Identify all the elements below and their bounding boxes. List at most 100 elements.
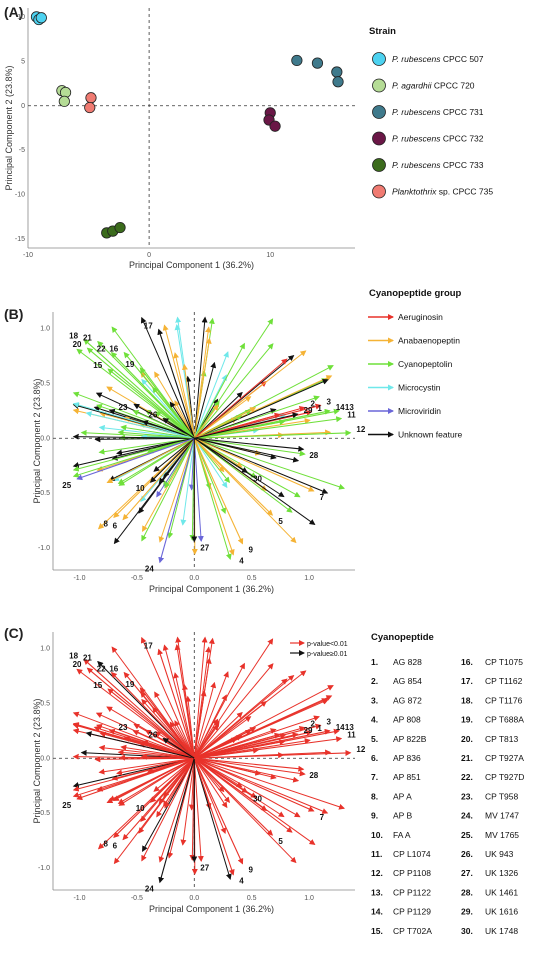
legend-number: 21. [461, 753, 473, 763]
legend-swatch [372, 105, 386, 119]
y-tick-label: -10 [15, 192, 25, 199]
loading-vector [194, 757, 329, 814]
loading-vector [117, 749, 195, 759]
vector-number-label: 26 [148, 730, 157, 739]
legend-name: CP T927A [485, 753, 524, 763]
legend-number: 10. [371, 830, 383, 840]
labeled-loading-vector [193, 758, 244, 865]
labeled-loading-vector [157, 648, 195, 759]
legend-number: 23. [461, 791, 473, 801]
loading-vector [194, 379, 329, 439]
loading-vector [194, 437, 306, 457]
loading-vector [117, 429, 195, 439]
significance-loading-biplot: 1.0 0.5 0.0 -0.5 -1.0 -1.0 -0.5 0.0 0.5 1.0 Princi… [32, 632, 524, 936]
loading-vector [194, 437, 300, 463]
loading-vector [193, 671, 229, 759]
labeled-loading-vector [132, 730, 195, 759]
labeled-loading-vector [193, 438, 235, 556]
loading-vector [141, 438, 195, 542]
loading-vector [194, 395, 320, 439]
loading-vector [98, 437, 195, 455]
loading-vector [193, 758, 232, 880]
labeled-loading-vector [110, 351, 195, 439]
vector-number-label: 1 [317, 724, 322, 733]
loading-vector [193, 404, 219, 439]
y-tick-label: 10 [17, 14, 25, 21]
loading-vector [72, 402, 195, 439]
loading-vector [181, 683, 195, 759]
legend-name: AP A [393, 791, 412, 801]
vector-number-label: 12 [356, 425, 365, 434]
legend-title: Strain [369, 26, 396, 37]
y-tick-label: 0.5 [40, 380, 50, 387]
vector-number-label: 17 [144, 322, 153, 331]
legend-name: AP 822B [393, 734, 427, 744]
x-axis-title: Principal Component 1 (36.2%) [149, 584, 274, 594]
legend-label: Anabaenopeptin [398, 336, 460, 346]
loading-vector [193, 358, 288, 439]
loading-vector [193, 438, 232, 560]
vector-number-label: 29 [304, 726, 313, 735]
vector-number-label: 10 [136, 484, 145, 493]
vector-number-label: 7 [320, 493, 325, 502]
loading-vector [158, 757, 195, 805]
vector-number-label: 17 [144, 642, 153, 651]
loading-vector [194, 437, 346, 490]
labeled-loading-vector [162, 417, 195, 439]
labeled-loading-vector [194, 757, 305, 772]
x-tick-label: 10 [266, 252, 274, 259]
loading-vector [181, 363, 195, 439]
loading-vector [72, 757, 195, 788]
labeled-loading-vector [194, 429, 352, 439]
labeled-loading-vector [122, 757, 195, 841]
loading-vector [158, 438, 195, 543]
legend-swatch [372, 52, 386, 66]
loading-vector [193, 678, 288, 759]
legend-label: P. rubescens CPCC 732 [392, 134, 484, 144]
labeled-loading-vector [194, 723, 322, 759]
legend-name: UK 1616 [485, 907, 518, 917]
vector-number-label: 16 [109, 345, 118, 354]
labeled-loading-vector [83, 658, 195, 759]
loading-vector [193, 437, 228, 489]
legend-number: 9. [371, 811, 378, 821]
legend-label: Planktothrix sp. CPCC 735 [392, 187, 493, 197]
y-tick-label: 0.5 [40, 700, 50, 707]
loading-vector [162, 644, 195, 759]
y-tick-label: -0.5 [38, 810, 50, 817]
loading-vector [193, 724, 219, 759]
vector-number-label: 15 [93, 681, 102, 690]
loading-vector [194, 437, 329, 494]
legend-name: UK 1461 [485, 887, 518, 897]
loading-vector [193, 342, 245, 439]
legend-number: 5. [371, 734, 378, 744]
labeled-loading-vector [194, 416, 343, 439]
vector-number-label: 22 [97, 345, 106, 354]
y-tick-label: 0.0 [40, 755, 50, 762]
vector-number-label: 30 [253, 474, 262, 483]
loading-vector [72, 433, 195, 440]
legend-number: 27. [461, 868, 473, 878]
loading-vector [85, 731, 195, 759]
pca-score-plot: 10 5 0 -5 -10 -15 -10 0 10 Principal Component 1 … [4, 8, 493, 270]
loading-vector [158, 758, 195, 863]
loading-vector [194, 407, 257, 439]
score-point [84, 101, 96, 114]
loading-vector [193, 391, 243, 439]
loading-vector [72, 757, 195, 798]
labeled-loading-vector [86, 347, 195, 439]
x-tick-label: 0.5 [247, 895, 257, 902]
legend-number: 2. [371, 676, 378, 686]
vector-number-label: 8 [103, 839, 108, 848]
loading-vector [193, 657, 212, 759]
labeled-loading-vector [132, 410, 195, 439]
loading-vector [180, 438, 195, 526]
loading-vector [193, 437, 293, 513]
loading-vector [193, 663, 274, 759]
vector-number-label: 11 [347, 410, 356, 419]
loading-vector [72, 753, 195, 760]
legend-number: 3. [371, 695, 378, 705]
legend-label: P. rubescens CPCC 507 [392, 54, 484, 64]
legend-label: Microviridin [398, 406, 441, 416]
loading-vector [76, 348, 195, 439]
